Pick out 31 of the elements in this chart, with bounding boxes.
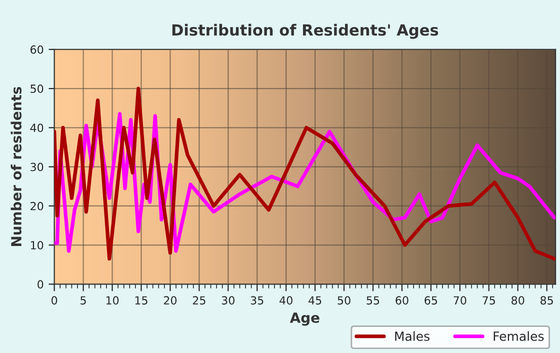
y-tick-label: 50 [30,84,44,93]
y-tick-label: 20 [30,202,44,210]
x-tick-label: 0 [52,296,58,305]
y-axis-title: Number of residents [10,87,22,246]
legend-label: Males [395,331,430,341]
y-tick-label: 10 [30,241,44,250]
x-tick-label: 40 [280,296,292,305]
x-tick-label: 60 [396,296,408,305]
x-tick-label: 20 [164,296,177,305]
x-tick-label: 35 [250,296,264,305]
y-tick-label: 30 [30,162,44,172]
y-tick-label: 60 [30,45,44,54]
x-tick-label: 15 [135,296,148,305]
x-tick-label: 5 [80,296,86,305]
x-tick-label: 30 [222,296,234,305]
y-tick-label: 40 [30,124,44,132]
x-tick-label: 85 [540,296,553,305]
line-series [54,86,556,261]
x-tick-label: 80 [512,296,524,305]
chart-title: Distribution of Residents' Ages [172,24,438,39]
x-tick-label: 50 [338,296,350,305]
x-tick-label: 75 [482,296,495,305]
x-tick-label: 25 [192,296,206,305]
x-tick-label: 45 [308,296,322,305]
x-tick-label: 70 [454,296,466,305]
x-axis-title: Age [290,312,320,326]
y-tick-label: 0 [38,280,44,289]
x-tick-label: 65 [424,296,438,305]
x-tick-label: 10 [106,296,119,305]
legend-label: Females [494,331,544,341]
x-tick-label: 55 [366,296,380,305]
